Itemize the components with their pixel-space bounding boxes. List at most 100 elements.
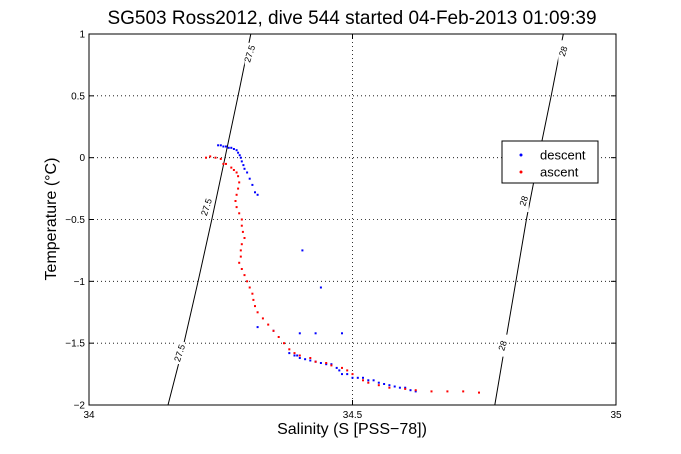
descent-point [341, 373, 343, 376]
ascent-point [243, 237, 246, 239]
ascent-point [430, 390, 433, 393]
ascent-point [404, 387, 407, 390]
ascent-point [238, 181, 241, 184]
ascent-point [237, 175, 240, 178]
ascent-point [267, 323, 270, 326]
ascent-point [240, 224, 243, 227]
descent-point [319, 286, 322, 289]
ascent-point [272, 329, 275, 332]
descent-point [248, 177, 251, 180]
y-tick-label: 1 [79, 30, 85, 41]
ascent-point [414, 389, 417, 392]
contour-label-bg [518, 189, 529, 212]
descent-point [351, 376, 354, 379]
axis-ticks: 34 34.5 35 −2 −1.5 −1 −0.5 0 0.5 1 [65, 30, 622, 422]
ascent-point [235, 193, 238, 196]
ascent-point [325, 362, 328, 364]
y-tick-label: 0.5 [71, 91, 85, 102]
y-tick-label: −0.5 [65, 215, 85, 226]
descent-point [246, 171, 249, 174]
ascent-point [205, 156, 207, 159]
ascent-point [240, 243, 243, 246]
ascent-point [248, 286, 251, 289]
y-tick-label: −2 [74, 401, 86, 412]
legend-marker-descent [519, 153, 523, 157]
chart-title: SG503 Ross2012, dive 544 started 04-Feb-… [107, 8, 596, 29]
contour-label-bg [244, 42, 255, 65]
contour-label-bg [558, 40, 569, 63]
y-axis-label: Temperature (°C) [43, 158, 60, 281]
ascent-point [362, 379, 364, 382]
ascent-point [341, 366, 343, 369]
x-tick-label: 34.5 [343, 410, 363, 421]
ascent-point [243, 274, 246, 277]
ascent-point [478, 391, 480, 394]
ascent-point [219, 157, 222, 160]
y-tick-label: −1 [74, 277, 86, 288]
plot-frame [88, 33, 617, 406]
descent-point [319, 362, 322, 364]
ascent-point [235, 206, 238, 209]
descent-point [225, 145, 227, 148]
ascent-point [237, 187, 240, 190]
ascent-point [346, 369, 349, 372]
descent-point [251, 183, 254, 186]
descent-point [254, 191, 256, 194]
ascent-point [288, 348, 291, 351]
ascent-point [298, 354, 301, 357]
legend-box [501, 140, 599, 184]
contour-label-bg [201, 196, 212, 219]
descent-point [330, 363, 333, 366]
legend: descent ascent [501, 140, 599, 184]
ascent-point [261, 317, 264, 320]
descent-point [301, 249, 304, 252]
contour-label-bg [174, 342, 185, 365]
contour-label-bg [497, 334, 508, 357]
descent-point [256, 193, 259, 196]
ascent-point [238, 261, 241, 264]
ascent-point [251, 292, 254, 295]
ascent-point [446, 390, 449, 393]
ascent-point [239, 255, 242, 258]
descent-point [239, 156, 242, 159]
ascent-point [256, 311, 259, 314]
ascent-point [222, 162, 225, 165]
ascent-point [388, 386, 391, 389]
descent-point [230, 146, 233, 149]
descent-point [372, 379, 375, 382]
series-descent [217, 144, 417, 393]
ascent-point [254, 305, 256, 308]
descent-point [232, 148, 235, 150]
series-ascent [205, 155, 480, 394]
ascent-point [314, 360, 317, 363]
ascent-point [232, 169, 235, 171]
descent-point [377, 381, 380, 384]
descent-point [238, 154, 241, 157]
descent-point [309, 359, 312, 362]
ascent-point [209, 155, 212, 158]
ascent-point [252, 298, 255, 301]
x-tick-label: 35 [610, 410, 622, 421]
legend-label-descent: descent [540, 148, 586, 163]
ascent-point [239, 249, 242, 252]
ascent-point [230, 166, 233, 169]
ascent-point [241, 230, 244, 233]
contour-label: 28 [496, 339, 509, 352]
ascent-point [240, 218, 243, 221]
ascent-point [225, 162, 227, 165]
legend-label-ascent: ascent [540, 165, 579, 180]
ascent-point [462, 390, 465, 393]
descent-point [304, 358, 307, 361]
descent-point [293, 354, 296, 357]
descent-point [217, 144, 220, 147]
ascent-point [235, 171, 238, 174]
descent-point [237, 151, 240, 154]
descent-point [398, 386, 401, 389]
ascent-point [377, 384, 380, 387]
descent-point [298, 357, 301, 359]
descent-point [227, 146, 230, 149]
ascent-point [351, 373, 354, 376]
y-tick-label: 0 [79, 153, 85, 164]
descent-point [314, 332, 317, 335]
